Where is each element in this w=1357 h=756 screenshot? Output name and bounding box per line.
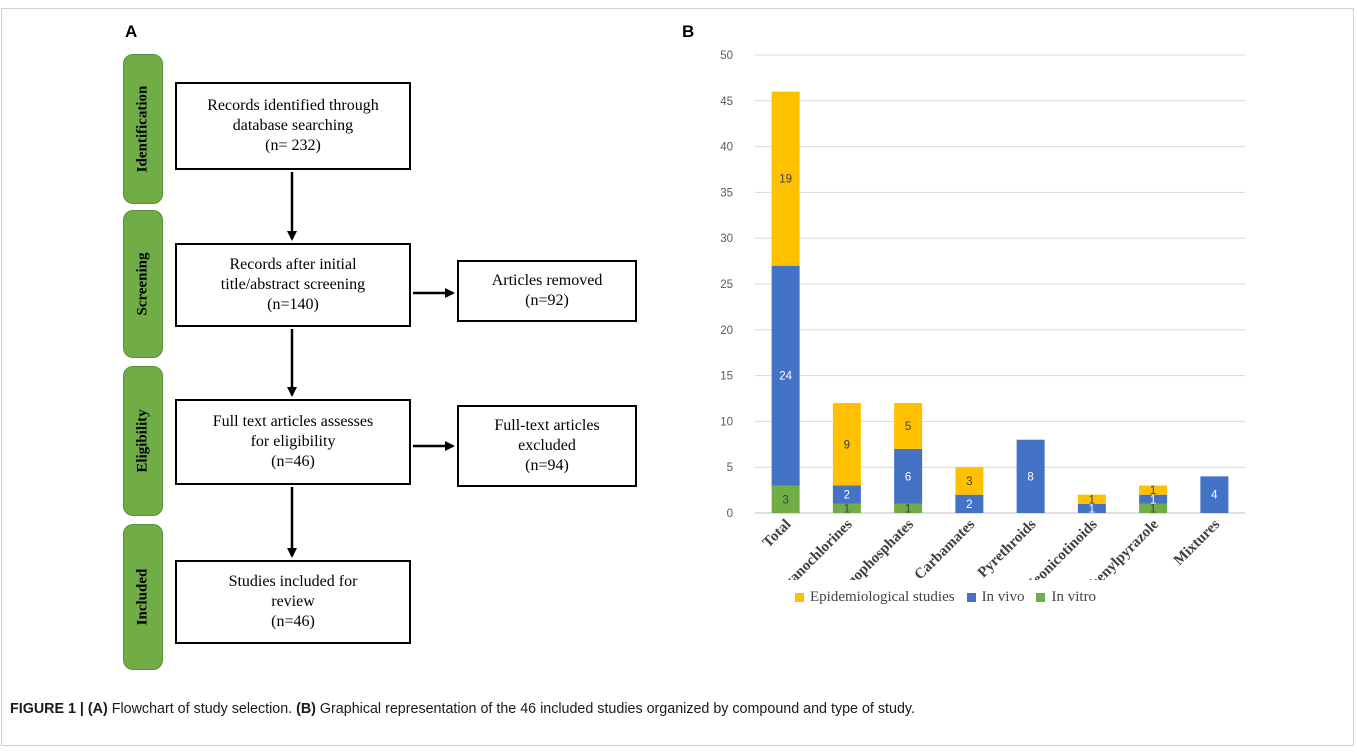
- legend-swatch-epidemiological: [795, 592, 804, 602]
- bar-segment: [894, 448, 923, 504]
- bar-segment: [1139, 485, 1168, 495]
- box-full-text-eligibility: Full text articles assesses for eligibili…: [175, 399, 411, 485]
- data-label: 1: [1089, 503, 1095, 515]
- bar-segment: [771, 265, 800, 486]
- chart-legend: Epidemiological studies In vivo In vitro: [795, 587, 1096, 607]
- caption-figure-label: FIGURE 1 |: [10, 701, 84, 717]
- stage-included: Included: [123, 524, 163, 670]
- data-label: 8: [1027, 471, 1033, 483]
- y-tick-label: 40: [720, 142, 733, 154]
- stage-identification: Identification: [123, 54, 163, 204]
- y-tick-label: 45: [720, 96, 733, 108]
- bar-segment: [1139, 503, 1168, 513]
- bar-segment: [955, 467, 984, 495]
- y-tick-label: 0: [727, 508, 733, 520]
- caption-b-text: Graphical representation of the 46 inclu…: [315, 701, 915, 717]
- data-label: 1: [1089, 494, 1095, 506]
- y-tick-label: 5: [727, 462, 733, 474]
- bar-segment: [1016, 439, 1045, 513]
- data-label: 3: [966, 476, 972, 488]
- bar-segment: [832, 485, 861, 504]
- y-tick-label: 15: [720, 371, 733, 383]
- bar-segment: [955, 494, 984, 513]
- legend-label-in-vitro: In vitro: [1051, 588, 1097, 605]
- caption-a-marker: (A): [87, 701, 108, 717]
- panel-b-label: B: [682, 22, 695, 41]
- data-label: 2: [844, 490, 850, 502]
- bar-segment: [1077, 503, 1106, 513]
- y-tick-label: 25: [720, 279, 733, 291]
- data-label: 5: [905, 421, 911, 433]
- figure-frame: [1, 8, 1354, 746]
- bar-segment: [771, 91, 800, 266]
- flowchart-arrows: [287, 172, 455, 558]
- caption-b-marker: (B): [296, 701, 316, 717]
- box-records-identified: Records identified through database searc…: [175, 82, 411, 170]
- legend-label-epidemiological: Epidemiological studies: [810, 588, 955, 605]
- data-label: 9: [844, 439, 850, 451]
- data-label: 1: [844, 503, 850, 515]
- x-category-label: Mixtures: [1171, 516, 1223, 568]
- data-label: 1: [1150, 494, 1156, 506]
- data-label: 4: [1211, 490, 1218, 502]
- stage-eligibility: Eligibility: [123, 366, 163, 516]
- data-label: 1: [1150, 503, 1156, 515]
- box-records-screened: Records after initial title/abstract scre…: [175, 243, 411, 327]
- bar-segment: [1139, 494, 1168, 504]
- caption-a-text: Flowchart of study selection.: [107, 701, 297, 717]
- bar-segment: [894, 503, 923, 513]
- x-category-label: Total: [760, 517, 795, 552]
- bar-segment: [1200, 476, 1229, 513]
- legend-swatch-in-vivo: [966, 592, 976, 602]
- box-articles-removed: Articles removed (n=92): [457, 260, 637, 322]
- x-category-label: Carbamates: [912, 516, 979, 580]
- bar-segment: [1077, 494, 1106, 504]
- box-studies-included: Studies included for review (n=46): [175, 560, 411, 644]
- y-tick-label: 50: [720, 50, 733, 62]
- data-label: 19: [779, 174, 792, 186]
- stacked-bar-chart: 0510152025303540455032419Total129Organoc…: [720, 50, 1245, 580]
- figure-caption: FIGURE 1 | (A) Flowchart of study select…: [10, 701, 915, 717]
- data-label: 2: [966, 499, 972, 511]
- y-tick-label: 20: [720, 325, 733, 337]
- stage-screening: Screening: [123, 210, 163, 358]
- x-category-label: Pyrethroids: [975, 516, 1040, 580]
- y-tick-label: 10: [720, 416, 733, 428]
- panel-a-label: A: [125, 22, 138, 41]
- bar-segment: [832, 403, 861, 486]
- legend-label-in-vivo: In vivo: [981, 588, 1025, 605]
- data-label: 3: [782, 494, 788, 506]
- y-tick-label: 35: [720, 187, 733, 199]
- legend-swatch-in-vitro: [1036, 592, 1046, 602]
- data-label: 24: [779, 371, 792, 383]
- bar-segment: [771, 485, 800, 513]
- data-label: 1: [1150, 485, 1156, 497]
- y-tick-label: 30: [720, 233, 733, 245]
- data-label: 6: [905, 471, 911, 483]
- data-label: 1: [905, 503, 911, 515]
- bar-segment: [832, 503, 861, 513]
- box-full-text-excluded: Full-text articles excluded (n=94): [457, 405, 637, 487]
- bar-segment: [894, 403, 923, 449]
